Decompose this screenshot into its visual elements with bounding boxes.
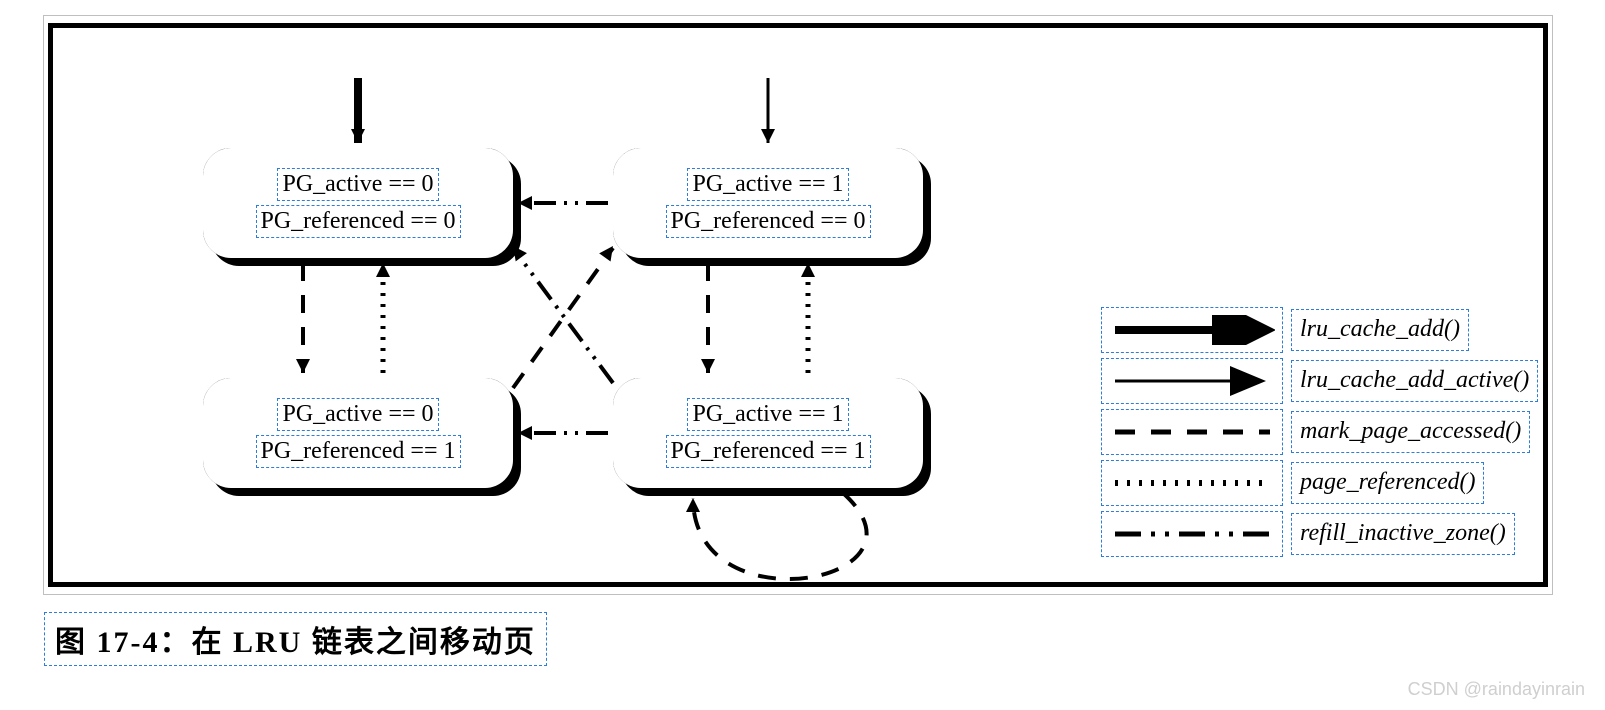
legend: lru_cache_add() lru_cache_add_active() m… [1101,305,1596,560]
legend-symbol-dotted [1101,460,1283,506]
watermark: CSDN @raindayinrain [1408,679,1585,700]
legend-symbol-solid-thick [1101,307,1283,353]
node-text-line: PG_active == 1 [687,398,848,431]
legend-label: lru_cache_add() [1291,309,1469,351]
legend-symbol-dashed [1101,409,1283,455]
legend-label: page_referenced() [1291,462,1484,504]
legend-row: lru_cache_add_active() [1101,356,1596,405]
legend-label: lru_cache_add_active() [1291,360,1538,402]
node-active0-ref0: PG_active == 0 PG_referenced == 0 [203,148,513,258]
node-text-line: PG_referenced == 1 [666,435,871,468]
legend-label: mark_page_accessed() [1291,411,1530,453]
legend-symbol-dashdotdot [1101,511,1283,557]
legend-row: refill_inactive_zone() [1101,509,1596,558]
figure-caption: 图 17-4：在 LRU 链表之间移动页 [44,612,547,666]
legend-label: refill_inactive_zone() [1291,513,1515,555]
legend-row: page_referenced() [1101,458,1596,507]
legend-row: lru_cache_add() [1101,305,1596,354]
diagram-frame: PG_active == 0 PG_referenced == 0 PG_act… [48,23,1548,587]
node-active1-ref0: PG_active == 1 PG_referenced == 0 [613,148,923,258]
node-text-line: PG_active == 0 [277,398,438,431]
node-text-line: PG_referenced == 0 [256,205,461,238]
legend-symbol-solid-thin [1101,358,1283,404]
legend-row: mark_page_accessed() [1101,407,1596,456]
node-active0-ref1: PG_active == 0 PG_referenced == 1 [203,378,513,488]
node-text-line: PG_referenced == 0 [666,205,871,238]
node-text-line: PG_active == 1 [687,168,848,201]
node-text-line: PG_active == 0 [277,168,438,201]
node-active1-ref1: PG_active == 1 PG_referenced == 1 [613,378,923,488]
node-text-line: PG_referenced == 1 [256,435,461,468]
